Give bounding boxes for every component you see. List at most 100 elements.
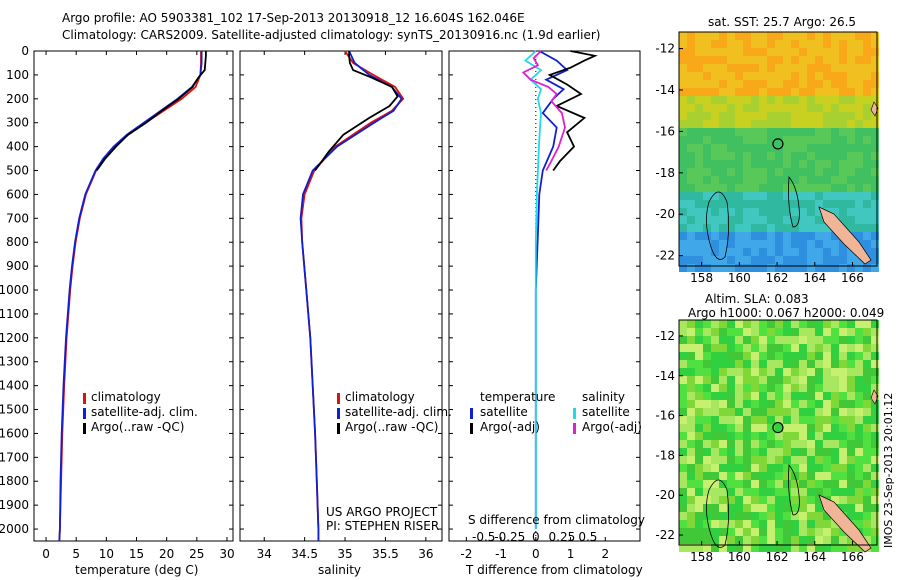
map-cell	[703, 464, 711, 472]
map-cell	[799, 128, 807, 136]
map-cell	[711, 464, 719, 472]
map-cell	[711, 368, 719, 376]
map-cell	[783, 40, 791, 48]
map-cell	[759, 496, 767, 504]
map-cell	[775, 168, 783, 176]
map-cell	[695, 120, 703, 128]
map-cell	[815, 136, 823, 144]
map-cell	[743, 480, 751, 488]
map-cell	[767, 384, 775, 392]
x-tick-label: 36	[418, 547, 433, 561]
map-cell	[743, 496, 751, 504]
map-cell	[831, 144, 839, 152]
map-cell	[695, 360, 703, 368]
map-cell	[743, 112, 751, 120]
legend-s-argo: Argo(-adj)	[582, 420, 642, 434]
map-cell	[711, 544, 719, 552]
map-cell	[695, 416, 703, 424]
map-cell	[855, 200, 863, 208]
map-cell	[727, 336, 735, 344]
map-cell	[759, 408, 767, 416]
map-cell	[799, 512, 807, 520]
map-cell	[863, 384, 871, 392]
map-cell	[703, 104, 711, 112]
map-cell	[751, 136, 759, 144]
s-diff-xlabel: S difference from climatology	[468, 513, 645, 527]
map-cell	[807, 456, 815, 464]
map-cell	[799, 328, 807, 336]
map-cell	[759, 208, 767, 216]
map-cell	[751, 48, 759, 56]
map-cell	[727, 224, 735, 232]
map-cell	[687, 344, 695, 352]
map-cell	[799, 256, 807, 264]
map-cell	[847, 320, 855, 328]
map-cell	[679, 184, 687, 192]
map-cell	[711, 416, 719, 424]
map-cell	[871, 352, 879, 360]
map-cell	[831, 176, 839, 184]
map-cell	[871, 480, 879, 488]
map-cell	[775, 544, 783, 552]
map-cell	[799, 144, 807, 152]
map-cell	[799, 392, 807, 400]
map-cell	[847, 392, 855, 400]
map-cell	[727, 496, 735, 504]
map-cell	[831, 136, 839, 144]
map-cell	[783, 168, 791, 176]
map-cell	[863, 392, 871, 400]
x-tick-label: 10	[99, 547, 114, 561]
map-cell	[807, 432, 815, 440]
map-cell	[831, 120, 839, 128]
map-cell	[831, 424, 839, 432]
map-cell	[751, 208, 759, 216]
y-tick-label: -16	[655, 124, 675, 138]
map-cell	[799, 544, 807, 552]
map-cell	[727, 160, 735, 168]
map-cell	[863, 408, 871, 416]
map-cell	[711, 344, 719, 352]
map-cell	[735, 368, 743, 376]
map-cell	[783, 392, 791, 400]
map-cell	[695, 336, 703, 344]
map-cell	[751, 480, 759, 488]
map-cell	[799, 176, 807, 184]
map-cell	[815, 368, 823, 376]
map-cell	[679, 360, 687, 368]
map-cell	[703, 120, 711, 128]
map-cell	[735, 520, 743, 528]
map-cell	[759, 64, 767, 72]
legend-s-satellite: satellite	[582, 405, 630, 419]
map-cell	[847, 368, 855, 376]
map-cell	[799, 112, 807, 120]
map-cell	[711, 208, 719, 216]
map-cell	[735, 408, 743, 416]
map-cell	[775, 152, 783, 160]
map-cell	[807, 240, 815, 248]
s-tick-label: -0.5	[472, 530, 495, 544]
map-cell	[719, 152, 727, 160]
map-cell	[727, 488, 735, 496]
map-cell	[735, 416, 743, 424]
depth-tick-label: 200	[6, 92, 29, 106]
map-cell	[711, 224, 719, 232]
map-cell	[775, 520, 783, 528]
map-cell	[703, 64, 711, 72]
map-cell	[751, 72, 759, 80]
map-cell	[823, 352, 831, 360]
map-cell	[823, 424, 831, 432]
map-cell	[791, 392, 799, 400]
map-cell	[855, 544, 863, 552]
map-cell	[791, 352, 799, 360]
map-cell	[703, 320, 711, 328]
map-cell	[743, 144, 751, 152]
map-cell	[767, 248, 775, 256]
map-cell	[775, 80, 783, 88]
map-cell	[679, 392, 687, 400]
map-cell	[855, 400, 863, 408]
map-cell	[743, 104, 751, 112]
map-cell	[711, 32, 719, 40]
depth-tick-label: 400	[6, 140, 29, 154]
map-cell	[839, 344, 847, 352]
map-cell	[719, 32, 727, 40]
